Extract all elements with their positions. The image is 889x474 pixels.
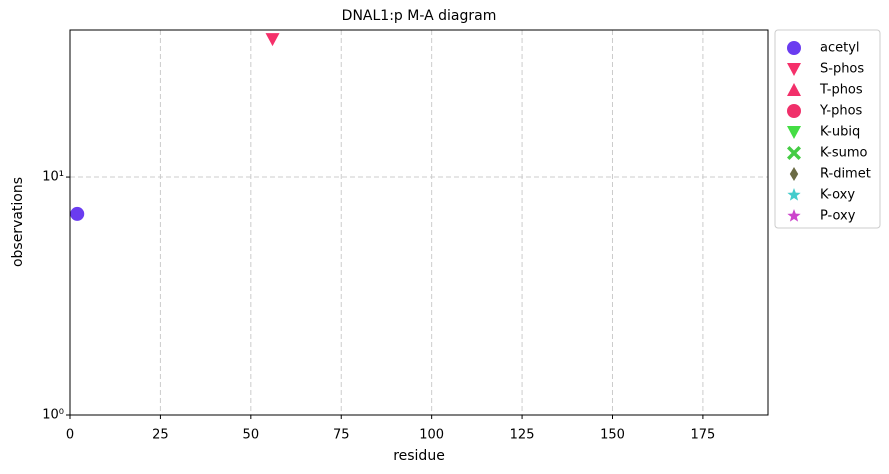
x-tick-label: 150: [600, 428, 625, 443]
y-tick-label: 10¹: [42, 170, 64, 185]
plot-frame: [69, 29, 769, 416]
legend-label: K-ubiq: [820, 125, 860, 140]
legend: acetyl S-phos T-phos Y-phos K-ubiq K-sumo R-di…: [787, 41, 871, 224]
x-tick-label: 100: [419, 428, 444, 443]
legend-label: T-phos: [819, 83, 863, 98]
x-tick-label: 125: [510, 428, 535, 443]
legend-marker: [787, 126, 801, 139]
legend-marker: [787, 41, 801, 55]
legend-marker: [787, 83, 801, 96]
legend-label: acetyl: [820, 41, 860, 56]
x-tick-label: 0: [66, 428, 74, 443]
legend-label: K-sumo: [820, 146, 868, 161]
legend-marker: [787, 188, 801, 201]
legend-label: Y-phos: [819, 104, 863, 119]
point: [265, 33, 280, 47]
legend-marker: [787, 209, 801, 222]
legend-marker: [787, 146, 801, 160]
point: [70, 206, 85, 221]
x-axis-label: residue: [393, 448, 445, 464]
legend-marker: [787, 63, 801, 76]
chart-title: DNAL1:p M-A diagram: [342, 8, 497, 24]
legend-label: R-dimet: [820, 167, 871, 182]
legend-label: K-oxy: [820, 188, 855, 203]
x-tick-label: 25: [152, 428, 169, 443]
y-axis-label: observations: [10, 177, 26, 267]
y-tick-label: 10⁰: [42, 408, 64, 423]
legend-marker: [789, 167, 799, 181]
plot-area: 0 25 50 75 100 125 150 175 10⁰ 10¹: [42, 30, 768, 443]
x-tick-label: 175: [690, 428, 715, 443]
legend-box: [774, 29, 881, 229]
legend-label: P-oxy: [820, 209, 856, 224]
x-tick-label: 75: [333, 428, 350, 443]
x-tick-label: 50: [243, 428, 260, 443]
legend-label: S-phos: [820, 62, 864, 77]
legend-marker: [787, 104, 801, 118]
